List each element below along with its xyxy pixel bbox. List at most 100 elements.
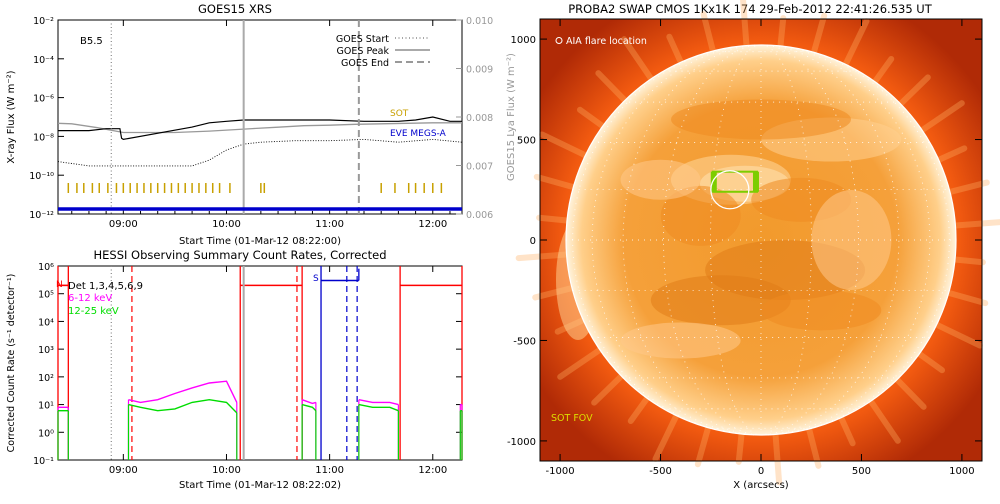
- hessi-x-tick-label: 10:00: [212, 465, 241, 476]
- corona-streak: [952, 256, 986, 266]
- corona-streak: [810, 12, 828, 56]
- goes-label-eve: EVE MEGS-A: [390, 129, 447, 139]
- corona-streak: [735, 431, 745, 465]
- hessi-panel: HESSI Observing Summary Count Rates, Cor…: [6, 248, 463, 491]
- corona-streak: [627, 395, 651, 425]
- aia-flare-location-legend-marker: [555, 37, 563, 44]
- goes-y-tick-label: 10⁻⁸: [33, 132, 54, 143]
- disk-feature: [761, 290, 882, 331]
- disk-feature: [620, 159, 701, 200]
- swap-x-tick-label: 500: [852, 466, 871, 477]
- corona-streak: [694, 424, 712, 468]
- hessi-y-tick-label: 10⁶: [38, 262, 54, 273]
- hessi-y-tick-label: 10⁴: [38, 317, 54, 328]
- goes-y2-tick-label: 0.010: [466, 16, 493, 27]
- hessi-series-segment: [128, 380, 238, 404]
- goes-xlabel: Start Time (01-Mar-12 08:22:00): [179, 236, 341, 247]
- aia-flare-location-circle: [710, 170, 750, 210]
- hessi-legend-low: 6-12 keV: [68, 293, 112, 304]
- goes-flare-class: B5.5: [80, 36, 103, 47]
- swap-y-tick-label: 500: [517, 136, 536, 147]
- corona-streak: [591, 373, 625, 406]
- swap-y-tick-label: -500: [513, 336, 536, 347]
- corona-streak: [536, 214, 570, 224]
- sot-fov-box-edge: [752, 171, 759, 192]
- swap-x-tick-label: 1000: [949, 466, 974, 477]
- goes-x-tick-label: 10:00: [212, 219, 241, 230]
- hessi-plot-frame: [57, 265, 463, 461]
- corona-streak: [871, 55, 895, 85]
- corona-streak: [916, 350, 946, 374]
- goes-x-tick-label: 11:00: [315, 219, 344, 230]
- corona-streak: [806, 425, 822, 469]
- disk-feature: [671, 99, 851, 140]
- corona-streak: [666, 33, 684, 66]
- goes-y-tick-label: 10⁻¹²: [29, 210, 54, 221]
- goes-legend-end: GOES End: [341, 58, 389, 69]
- hessi-y-tick-label: 10⁰: [38, 428, 54, 439]
- goes-x-tick-label: 12:00: [418, 219, 447, 230]
- goes-y2-tick-label: 0.009: [466, 65, 493, 76]
- corona-streak: [894, 376, 927, 410]
- corona-streak: [533, 173, 577, 191]
- hessi-ylabel: Corrected Count Rate (s⁻¹ detector⁻¹): [6, 274, 17, 453]
- goes-y2-tick-label: 0.006: [466, 210, 493, 221]
- corona-streak: [557, 346, 603, 380]
- hessi-y-tick-label: 10³: [38, 345, 54, 356]
- swap-title: PROBA2 SWAP CMOS 1Kx1K 174 29-Feb-2012 2…: [568, 2, 932, 16]
- swap-label-aia: AIA flare location: [566, 36, 647, 47]
- hessi-y-tick-label: 10⁻¹: [33, 456, 54, 467]
- corona-streak: [740, 0, 750, 49]
- goes-y-tick-label: 10⁻¹⁰: [29, 171, 54, 182]
- corona-streak: [652, 412, 680, 462]
- hessi-title: HESSI Observing Summary Count Rates, Cor…: [93, 248, 386, 262]
- goes-title: GOES15 XRS: [198, 2, 272, 16]
- hessi-series-segment: [301, 399, 317, 405]
- goes-y-tick-label: 10⁻⁶: [33, 94, 54, 105]
- sot-fov-box-edge: [710, 171, 717, 192]
- swap-x-tick-label: 0: [758, 466, 764, 477]
- corona-streak: [952, 219, 1000, 229]
- goes-legend-peak: GOES Peak: [337, 46, 390, 57]
- corona-streak: [933, 321, 983, 349]
- goes-ylabel-right: GOES15 Lya Flux (W m⁻²): [506, 53, 517, 181]
- swap-x-tick-label: -500: [649, 466, 672, 477]
- swap-y-tick-label: -1000: [507, 437, 536, 448]
- disk-feature: [660, 185, 741, 246]
- swap-disk-texture: [620, 99, 902, 359]
- corona-streak: [772, 431, 783, 486]
- swap-xlabel: X (arcsecs): [733, 480, 789, 491]
- corona-streak: [777, 15, 787, 49]
- corona-streak: [897, 74, 931, 107]
- goes-y2-tick-label: 0.008: [466, 113, 493, 124]
- hessi-series-segment: [128, 398, 238, 414]
- corona-streak: [919, 100, 965, 134]
- goes-legend-start: GOES Start: [336, 34, 389, 45]
- swap-panel: PROBA2 SWAP CMOS 1Kx1K 174 29-Feb-2012 2…: [507, 0, 1000, 491]
- hessi-x-tick-label: 09:00: [109, 465, 138, 476]
- goes-y2-tick-label: 0.007: [466, 162, 493, 173]
- swap-y-tick-label: 1000: [511, 35, 536, 46]
- hessi-series-segment: [358, 399, 399, 406]
- hessi-x-tick-label: 11:00: [315, 465, 344, 476]
- goes-series-short: [57, 138, 463, 167]
- corona-streak: [539, 131, 589, 159]
- hessi-series-segment: [358, 403, 399, 412]
- hessi-y-tick-label: 10⁵: [38, 290, 54, 301]
- hessi-x-tick-label: 12:00: [418, 465, 447, 476]
- goes-y-tick-label: 10⁻⁴: [33, 55, 54, 66]
- hessi-flag-s: S: [313, 274, 319, 284]
- swap-x-tick-label: -1000: [546, 466, 575, 477]
- swap-y-tick-label: 0: [530, 236, 536, 247]
- goes-y-tick-label: 10⁻²: [33, 16, 54, 27]
- corona-streak: [867, 398, 901, 444]
- corona-streak: [576, 106, 606, 130]
- hessi-xlabel: Start Time (01-Mar-12 08:22:02): [179, 480, 341, 491]
- disk-feature: [650, 275, 791, 326]
- corona-streak: [700, 11, 716, 55]
- corona-streak: [946, 179, 990, 195]
- hessi-legend-det: Det 1,3,4,5,6,9: [68, 281, 143, 292]
- hessi-series-segment: [301, 403, 317, 412]
